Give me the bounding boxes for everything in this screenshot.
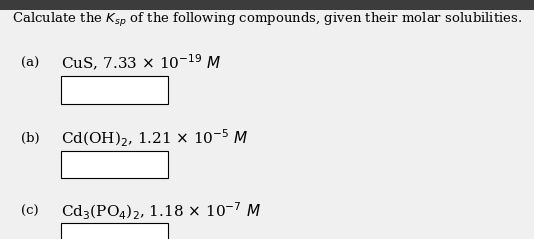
Text: (c): (c) <box>21 205 39 218</box>
Bar <box>61 151 168 178</box>
Bar <box>61 223 168 239</box>
Text: CuS, 7.33 $\times$ 10$^{-19}$ $M$: CuS, 7.33 $\times$ 10$^{-19}$ $M$ <box>61 53 222 73</box>
Text: (b): (b) <box>21 132 40 145</box>
Text: Cd$_3$(PO$_4$)$_2$, 1.18 $\times$ 10$^{-7}$ $M$: Cd$_3$(PO$_4$)$_2$, 1.18 $\times$ 10$^{-… <box>61 201 261 222</box>
Text: (a): (a) <box>21 57 40 70</box>
Text: Calculate the $K_{sp}$ of the following compounds, given their molar solubilitie: Calculate the $K_{sp}$ of the following … <box>12 11 522 29</box>
Bar <box>61 76 168 104</box>
Text: Cd(OH)$_2$, 1.21 $\times$ 10$^{-5}$ $M$: Cd(OH)$_2$, 1.21 $\times$ 10$^{-5}$ $M$ <box>61 128 249 149</box>
Bar <box>0 0 534 10</box>
